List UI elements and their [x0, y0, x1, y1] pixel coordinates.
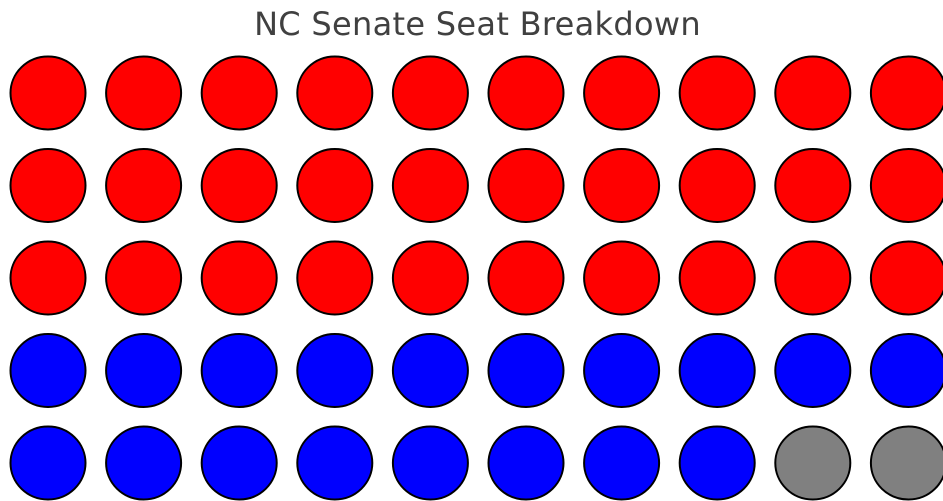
- seat-democratic-45: [391, 425, 469, 501]
- seat-democratic-35: [391, 333, 469, 408]
- seat-republican-18: [678, 148, 756, 223]
- seat-democratic-39: [774, 333, 852, 408]
- seat-republican-19: [774, 148, 852, 223]
- seat-republican-9: [774, 55, 852, 131]
- seat-democratic-41: [9, 425, 87, 501]
- seat-democratic-32: [105, 333, 183, 408]
- seat-republican-7: [583, 55, 661, 131]
- seat-democratic-34: [296, 333, 374, 408]
- seat-democratic-46: [487, 425, 565, 501]
- seat-republican-24: [296, 240, 374, 316]
- seat-democratic-47: [583, 425, 661, 501]
- seat-republican-4: [296, 55, 374, 131]
- seat-republican-14: [296, 148, 374, 223]
- seat-republican-27: [583, 240, 661, 316]
- seat-democratic-33: [200, 333, 278, 408]
- seat-democratic-31: [9, 333, 87, 408]
- seat-republican-6: [487, 55, 565, 131]
- seat-democratic-44: [296, 425, 374, 501]
- seat-republican-8: [678, 55, 756, 131]
- seat-republican-2: [105, 55, 183, 131]
- seat-republican-11: [9, 148, 87, 223]
- seat-republican-25: [391, 240, 469, 316]
- seat-republican-16: [487, 148, 565, 223]
- seat-democratic-42: [105, 425, 183, 501]
- seat-democratic-40: [869, 333, 943, 408]
- seat-democratic-43: [200, 425, 278, 501]
- seat-republican-30: [869, 240, 943, 316]
- seat-republican-22: [105, 240, 183, 316]
- seat-republican-12: [105, 148, 183, 223]
- seat-democratic-38: [678, 333, 756, 408]
- seat-democratic-37: [583, 333, 661, 408]
- seat-republican-1: [9, 55, 87, 131]
- seat-republican-15: [391, 148, 469, 223]
- seat-other-vacant-49: [774, 425, 852, 501]
- seat-republican-21: [9, 240, 87, 316]
- seat-republican-23: [200, 240, 278, 316]
- seat-republican-29: [774, 240, 852, 316]
- seat-republican-3: [200, 55, 278, 131]
- seat-republican-20: [869, 148, 943, 223]
- seat-republican-10: [869, 55, 943, 131]
- seat-democratic-48: [678, 425, 756, 501]
- seat-republican-17: [583, 148, 661, 223]
- seat-other-vacant-50: [869, 425, 943, 501]
- seat-republican-26: [487, 240, 565, 316]
- seat-republican-5: [391, 55, 469, 131]
- chart-title: NC Senate Seat Breakdown: [254, 5, 701, 43]
- seat-group: [9, 55, 943, 501]
- seat-republican-13: [200, 148, 278, 223]
- seat-democratic-36: [487, 333, 565, 408]
- seat-republican-28: [678, 240, 756, 316]
